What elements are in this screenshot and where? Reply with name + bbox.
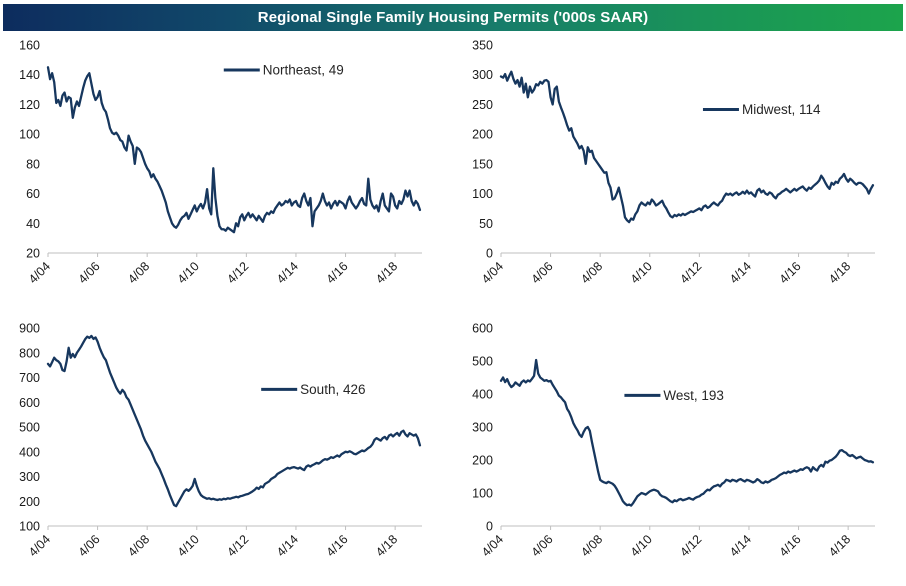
y-axis-tick-label: 250	[472, 98, 493, 112]
y-axis-tick-label: 400	[19, 445, 40, 459]
page: { "header": { "title": "Regional Single …	[0, 4, 906, 586]
y-axis-tick-label: 0	[486, 520, 493, 534]
y-axis-tick-label: 900	[19, 322, 40, 336]
y-axis-tick-label: 200	[19, 495, 40, 509]
x-axis-tick-label: 4/04	[479, 259, 506, 286]
x-axis-tick-label: 4/12	[224, 259, 251, 286]
y-axis-tick-label: 140	[19, 68, 40, 82]
y-axis-tick-label: 600	[19, 396, 40, 410]
south-line-chart: 100 200 300 400 500 600 700 800 900 4/04 4/06 4/08 4…	[19, 322, 422, 559]
x-axis-tick-label: 4/12	[224, 532, 251, 559]
west-line-chart: 0 100 200 300 400 500 600 4/04 4/06 4/08 4/10 4/12 4…	[472, 322, 875, 559]
charts-grid: 20 40 60 80 100 120 140 160 4/04 4/06 4/08 4/10 4/12…	[0, 33, 906, 582]
x-axis-tick-label: 4/18	[373, 532, 400, 559]
y-axis-tick-label: 600	[472, 322, 493, 336]
y-axis-tick-label: 100	[19, 520, 40, 534]
y-axis-tick-label: 200	[472, 454, 493, 468]
x-axis-tick-label: 4/16	[777, 259, 804, 286]
midwest-line-chart: 0 50 100 150 200 250 300 350 4/04 4/06 4/08 4/10 4/1…	[472, 39, 875, 286]
y-axis-tick-label: 400	[472, 388, 493, 402]
x-axis-tick-label: 4/16	[324, 532, 351, 559]
y-axis-tick-label: 100	[472, 187, 493, 201]
x-axis-tick-label: 4/08	[125, 532, 152, 559]
y-axis-tick-label: 300	[472, 421, 493, 435]
y-axis-tick-label: 500	[472, 355, 493, 369]
chart-panel-south: 100 200 300 400 500 600 700 800 900 4/04 4/06 4/08 4…	[0, 293, 453, 582]
y-axis-tick-label: 20	[26, 247, 40, 261]
x-axis-tick-label: 4/06	[529, 532, 556, 559]
x-axis-tick-label: 4/10	[175, 532, 202, 559]
x-axis-tick-label: 4/14	[727, 532, 754, 559]
x-axis-tick-label: 4/12	[677, 259, 704, 286]
x-axis-tick-label: 4/08	[578, 259, 605, 286]
northeast-data-line	[46, 66, 422, 234]
legend-label: Midwest, 114	[742, 102, 821, 117]
y-axis-tick-label: 150	[472, 157, 493, 171]
x-axis-tick-label: 4/08	[578, 532, 605, 559]
x-axis-tick-label: 4/06	[76, 259, 103, 286]
x-axis-tick-label: 4/04	[26, 532, 53, 559]
legend-label: West, 193	[663, 388, 724, 403]
south-data-line	[46, 334, 422, 508]
y-axis-tick-label: 60	[26, 187, 40, 201]
midwest-data-line	[499, 70, 875, 224]
west-data-line	[499, 358, 875, 507]
y-axis-tick-label: 120	[19, 98, 40, 112]
x-axis-tick-label: 4/16	[777, 532, 804, 559]
x-axis-tick-label: 4/10	[628, 259, 655, 286]
y-axis-tick-label: 300	[19, 470, 40, 484]
x-axis-tick-label: 4/06	[76, 532, 103, 559]
y-axis-tick-label: 200	[472, 128, 493, 142]
x-axis-tick-label: 4/14	[727, 259, 754, 286]
y-axis-tick-label: 700	[19, 371, 40, 385]
chart-panel-northeast: 20 40 60 80 100 120 140 160 4/04 4/06 4/08 4/10 4/12…	[0, 33, 453, 293]
x-axis-tick-label: 4/08	[125, 259, 152, 286]
y-axis-tick-label: 300	[472, 68, 493, 82]
page-title: Regional Single Family Housing Permits (…	[257, 9, 649, 26]
y-axis-tick-label: 800	[19, 346, 40, 360]
x-axis-tick-label: 4/14	[274, 259, 301, 286]
y-axis-tick-label: 50	[479, 217, 493, 231]
x-axis-tick-label: 4/14	[274, 532, 301, 559]
y-axis-tick-label: 0	[486, 247, 493, 261]
y-axis-tick-label: 500	[19, 421, 40, 435]
legend-label: South, 426	[300, 382, 365, 397]
chart-panel-west: 0 100 200 300 400 500 600 4/04 4/06 4/08 4/10 4/12 4…	[453, 293, 906, 582]
x-axis-tick-label: 4/18	[826, 259, 853, 286]
x-axis-tick-label: 4/10	[175, 259, 202, 286]
x-axis-tick-label: 4/18	[373, 259, 400, 286]
chart-panel-midwest: 0 50 100 150 200 250 300 350 4/04 4/06 4/08 4/10 4/1…	[453, 33, 906, 293]
y-axis-tick-label: 40	[26, 217, 40, 231]
x-axis-tick-label: 4/06	[529, 259, 556, 286]
y-axis-tick-label: 80	[26, 157, 40, 171]
x-axis-tick-label: 4/10	[628, 532, 655, 559]
y-axis-tick-label: 100	[472, 487, 493, 501]
y-axis-tick-label: 160	[19, 39, 40, 53]
y-axis-tick-label: 100	[19, 128, 40, 142]
x-axis-tick-label: 4/12	[677, 532, 704, 559]
x-axis-tick-label: 4/16	[324, 259, 351, 286]
x-axis-tick-label: 4/04	[479, 532, 506, 559]
y-axis-tick-label: 350	[472, 39, 493, 53]
chart-title-bar: Regional Single Family Housing Permits (…	[3, 4, 903, 31]
legend-label: Northeast, 49	[263, 62, 344, 77]
northeast-line-chart: 20 40 60 80 100 120 140 160 4/04 4/06 4/08 4/10 4/12…	[19, 39, 422, 286]
x-axis-tick-label: 4/18	[826, 532, 853, 559]
x-axis-tick-label: 4/04	[26, 259, 53, 286]
